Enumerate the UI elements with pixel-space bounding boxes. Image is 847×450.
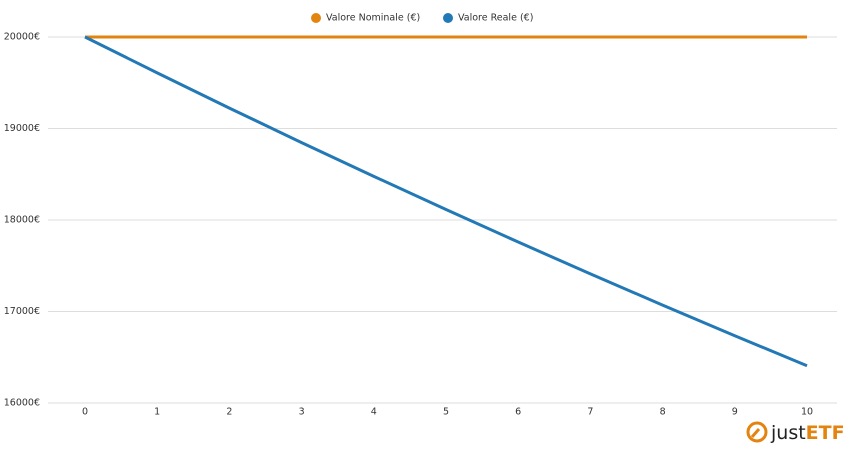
- x-tick-label: 10: [801, 407, 813, 418]
- x-tick-label: 4: [371, 407, 377, 418]
- x-tick-label: 0: [82, 407, 88, 418]
- logo-needle: [750, 428, 761, 438]
- x-tick-label: 7: [587, 407, 593, 418]
- y-tick-label: 18000€: [4, 215, 40, 226]
- x-tick-label: 5: [443, 407, 449, 418]
- x-tick-label: 1: [154, 407, 160, 418]
- legend-marker: [443, 13, 453, 23]
- x-tick-label: 6: [515, 407, 521, 418]
- logo: justETF: [746, 421, 845, 444]
- logo-prefix: just: [770, 422, 806, 444]
- y-tick-label: 17000€: [4, 306, 40, 317]
- x-tick-label: 8: [660, 407, 666, 418]
- y-tick-label: 16000€: [4, 398, 40, 409]
- legend-label: Valore Nominale (€): [326, 13, 420, 24]
- series-line: [84, 35, 808, 368]
- y-tick-label: 19000€: [4, 123, 40, 134]
- x-tick-label: 3: [299, 407, 305, 418]
- logo-icon: [746, 421, 768, 443]
- legend-label: Valore Reale (€): [458, 13, 533, 24]
- logo-suffix: ETF: [806, 422, 845, 444]
- x-tick-label: 9: [732, 407, 738, 418]
- x-tick-label: 2: [226, 407, 232, 418]
- logo-text: justETF: [770, 422, 845, 444]
- y-tick-label: 20000€: [4, 32, 40, 43]
- legend-marker: [311, 13, 321, 23]
